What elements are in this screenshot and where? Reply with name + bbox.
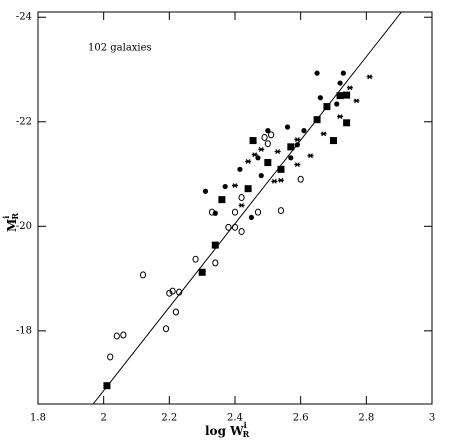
square-point (336, 92, 344, 100)
y-tick-label: -24 (16, 12, 32, 23)
filled-point (237, 166, 243, 172)
star-point (238, 202, 245, 208)
square-point (277, 165, 285, 173)
filled-point (314, 70, 320, 76)
x-tick-label: 2.6 (293, 413, 309, 424)
filled-point (222, 183, 228, 190)
open-point (254, 208, 262, 216)
open-point (225, 223, 232, 231)
star-point (274, 149, 281, 154)
plot-frame (37, 11, 433, 405)
open-point (107, 353, 114, 361)
square-point (313, 116, 321, 124)
open-point (231, 208, 239, 216)
star-point (245, 159, 252, 164)
filled-point (258, 172, 264, 179)
x-label-main: log W (205, 424, 244, 438)
x-label-sub: R (243, 429, 250, 439)
y-label-main: M (5, 219, 19, 232)
square-point (218, 196, 226, 204)
x-tick-label: 2.8 (358, 413, 374, 424)
x-axis-label: log Wi R (205, 420, 250, 439)
square-point (103, 382, 111, 390)
open-point (139, 271, 147, 279)
open-point (172, 308, 179, 316)
filled-point (288, 155, 294, 161)
square-point (330, 137, 337, 145)
filled-point (294, 142, 300, 148)
open-point (113, 332, 120, 340)
open-point (166, 289, 173, 297)
star-point (232, 183, 238, 188)
star-point (258, 147, 265, 152)
open-point (277, 207, 285, 215)
y-label-sup: i (1, 216, 11, 219)
x-tick-label: 2 (100, 413, 106, 424)
x-tick-label: 2.4 (227, 413, 243, 424)
star-point (353, 98, 360, 104)
open-point (261, 133, 268, 141)
y-tick-label: -22 (16, 116, 32, 127)
open-point (264, 140, 271, 148)
square-point (323, 103, 331, 111)
open-point (176, 288, 183, 296)
y-label-sub: R (10, 213, 20, 220)
x-tick-label: 2.2 (161, 413, 177, 424)
star-point (277, 177, 284, 183)
open-point (120, 331, 127, 339)
star-point (307, 153, 314, 159)
star-point (271, 178, 278, 184)
square-point (249, 137, 257, 145)
open-point (231, 223, 239, 231)
open-point (238, 228, 245, 236)
filled-point (202, 188, 209, 194)
filled-point (334, 101, 340, 107)
fit-line (92, 11, 402, 405)
star-point (251, 152, 258, 158)
open-point (212, 259, 219, 267)
filled-point (301, 128, 307, 134)
y-axis-label: MiR (1, 213, 20, 232)
square-point (287, 143, 295, 151)
star-point (366, 74, 373, 80)
annotation: 102 galaxies (88, 43, 152, 54)
filled-point (340, 70, 346, 76)
x-label-sup: i (244, 420, 247, 430)
open-point (208, 208, 216, 216)
star-point (294, 137, 301, 142)
open-point (297, 175, 304, 183)
y-tick-label: -18 (16, 325, 32, 336)
square-point (343, 119, 351, 127)
star-point (337, 114, 344, 119)
star-point (320, 131, 327, 137)
x-tick-label: 1.8 (30, 413, 46, 424)
filled-point (337, 80, 343, 86)
x-tick-label: 3 (429, 413, 435, 424)
square-point (244, 185, 252, 193)
square-point (343, 91, 351, 99)
filled-point (248, 214, 255, 221)
star-point (294, 162, 301, 168)
filled-point (317, 95, 323, 101)
star-point (346, 85, 353, 91)
square-point (198, 268, 206, 276)
open-point (169, 287, 176, 295)
y-tick-label: -20 (16, 221, 32, 232)
open-point (268, 131, 275, 139)
filled-point (284, 124, 291, 130)
open-point (238, 194, 245, 202)
square-point (264, 159, 272, 167)
open-point (162, 325, 170, 333)
square-point (211, 241, 219, 249)
open-point (192, 255, 199, 263)
